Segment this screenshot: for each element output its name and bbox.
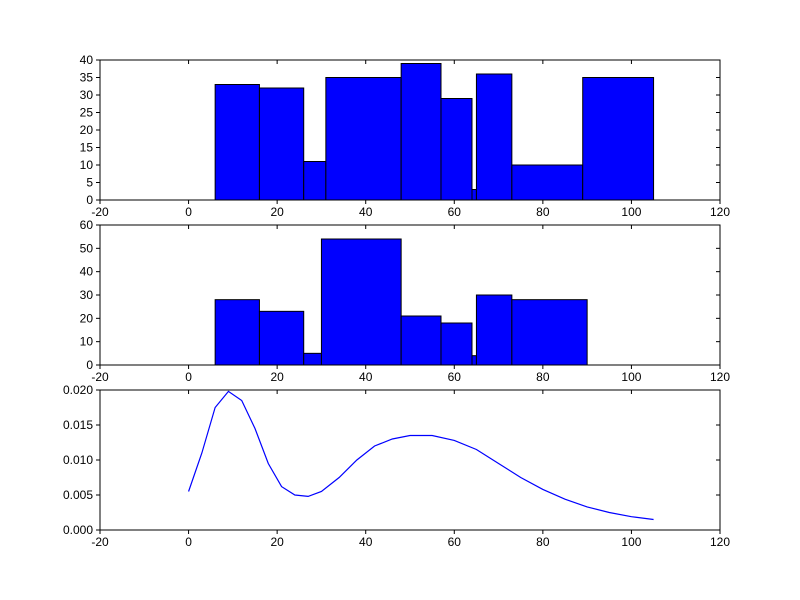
y-tick-label: 20 <box>80 311 94 325</box>
bar <box>583 78 654 201</box>
x-tick-label: 40 <box>359 205 373 219</box>
y-tick-label: 20 <box>80 123 94 137</box>
x-tick-label: 60 <box>448 370 462 384</box>
x-tick-label: 120 <box>710 205 730 219</box>
y-tick-label: 50 <box>80 241 94 255</box>
y-tick-label: 30 <box>80 88 94 102</box>
bar <box>472 190 476 201</box>
x-tick-label: 0 <box>185 535 192 549</box>
bar <box>259 311 303 365</box>
x-tick-label: 120 <box>710 535 730 549</box>
bar <box>304 353 322 365</box>
bar <box>441 323 472 365</box>
x-tick-label: 80 <box>536 370 550 384</box>
y-tick-label: 0 <box>86 193 93 207</box>
bar <box>512 300 587 365</box>
x-tick-label: 60 <box>448 535 462 549</box>
y-tick-label: 10 <box>80 158 94 172</box>
x-tick-label: 20 <box>270 205 284 219</box>
bar <box>215 85 259 201</box>
x-tick-label: 80 <box>536 205 550 219</box>
y-tick-label: 0.015 <box>63 418 93 432</box>
figure-container: -200204060801001200510152025303540-20020… <box>0 0 800 600</box>
bar <box>512 165 583 200</box>
x-tick-label: 80 <box>536 535 550 549</box>
bar <box>476 295 511 365</box>
panel-2: -20 0 20 40 60 80 100 120 0.000 0.005 0.010 0.015 0.… <box>63 383 730 549</box>
x-tick-label: -20 <box>91 535 109 549</box>
y-tick-label: 0.005 <box>63 488 93 502</box>
x-tick-label: 100 <box>621 370 641 384</box>
axes-frame <box>100 390 720 530</box>
x-tick-label: -20 <box>91 205 109 219</box>
x-tick-label: 40 <box>359 370 373 384</box>
line-series <box>189 391 654 519</box>
figure-svg: -200204060801001200510152025303540-20020… <box>0 0 800 600</box>
y-tick-label: 40 <box>80 53 94 67</box>
y-tick-label: 30 <box>80 288 94 302</box>
x-tick-label: 100 <box>621 535 641 549</box>
y-tick-label: 40 <box>80 265 94 279</box>
bar <box>401 316 441 365</box>
y-tick-label: 0.010 <box>63 453 93 467</box>
bar <box>472 356 476 365</box>
panel-1: -200204060801001200102030405060 <box>80 218 731 384</box>
y-tick-label: 0.020 <box>63 383 93 397</box>
bar <box>476 74 511 200</box>
x-tick-label: 0 <box>185 370 192 384</box>
y-tick-label: 0.000 <box>63 523 93 537</box>
bar <box>401 64 441 201</box>
x-tick-label: 60 <box>448 205 462 219</box>
y-tick-label: 0 <box>86 358 93 372</box>
bar <box>259 88 303 200</box>
x-tick-label: 20 <box>270 535 284 549</box>
x-tick-label: 20 <box>270 370 284 384</box>
y-tick-label: 5 <box>86 176 93 190</box>
x-tick-label: 120 <box>710 370 730 384</box>
x-tick-label: -20 <box>91 370 109 384</box>
y-tick-label: 35 <box>80 71 94 85</box>
bar <box>326 78 401 201</box>
y-tick-label: 25 <box>80 106 94 120</box>
x-tick-label: 0 <box>185 205 192 219</box>
x-tick-label: 40 <box>359 535 373 549</box>
y-tick-label: 10 <box>80 335 94 349</box>
bar <box>321 239 401 365</box>
panel-0: -200204060801001200510152025303540 <box>80 53 731 219</box>
bar <box>304 162 326 201</box>
x-tick-label: 100 <box>621 205 641 219</box>
y-tick-label: 60 <box>80 218 94 232</box>
bar <box>215 300 259 365</box>
y-tick-label: 15 <box>80 141 94 155</box>
bar <box>441 99 472 201</box>
